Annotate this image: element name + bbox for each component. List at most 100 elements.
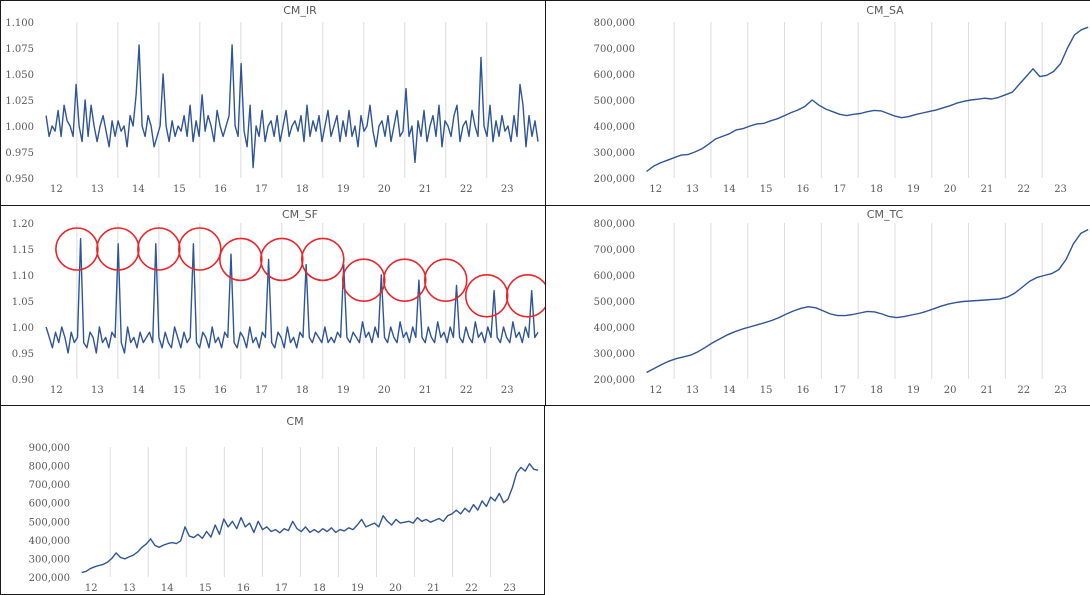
cm-tc-ytick-600-000: 600,000	[594, 271, 635, 282]
cm-sf-ytick-0-90: 0.90	[12, 375, 34, 386]
cm-sf-peak-circle-10	[423, 258, 468, 302]
cm-xtick-14: 14	[161, 583, 174, 594]
cm-tc-xtick-13: 13	[686, 385, 699, 396]
cm-sf-xtick-13: 13	[91, 385, 104, 396]
cm-sf-title: CM_SF	[282, 208, 318, 221]
cm-ir-ytick-1-075: 1.075	[5, 44, 34, 55]
cm-ir-xtick-23: 23	[501, 184, 514, 195]
cm-ytick-300-000: 300,000	[29, 554, 70, 565]
cm-ir-xtick-13: 13	[91, 184, 104, 195]
chart-cm-sf: CM_SF 0.90 0.95 1.00 1.05 1.10 1.15 1.20 12 13 14 1…	[0, 205, 545, 405]
cm-sf-peak-circle-8	[341, 258, 386, 302]
cm-sa-ytick-700-000: 700,000	[594, 44, 635, 55]
cm-tc-xtick-23: 23	[1054, 385, 1067, 396]
cm-sf-series-line-1	[45, 237, 539, 354]
chart-cm: CM 200,000 300,000 400,000 500,000 600,000 700…	[0, 405, 545, 595]
cm-sa-ytick-400-000: 400,000	[594, 122, 635, 133]
cm-sa-xtick-20: 20	[944, 184, 957, 195]
cm-xtick-19: 19	[351, 583, 364, 594]
cm-sf-xtick-14: 14	[132, 385, 145, 396]
cm-ytick-200-000: 200,000	[29, 573, 70, 584]
cm-ir-ytick-0-950: 0.950	[5, 174, 34, 185]
cm-sa-ytick-800-000: 800,000	[594, 18, 635, 29]
panel-border-right-cm	[544, 405, 545, 595]
cm-xtick-12: 12	[85, 583, 98, 594]
cm-sa-xtick-21: 21	[981, 184, 994, 195]
cm-xtick-13: 13	[123, 583, 136, 594]
cm-tc-ytick-700-000: 700,000	[594, 245, 635, 256]
cm-sa-xtick-13: 13	[686, 184, 699, 195]
chart-cm-sa: CM_SA 200,000 300,000 400,000 500,000 600,000…	[545, 0, 1090, 205]
cm-ir-xtick-21: 21	[419, 184, 432, 195]
cm-ir-ytick-1-100: 1.100	[5, 18, 34, 29]
cm-ir-ytick-1-025: 1.025	[5, 96, 34, 107]
cm-sf-ytick-1-20: 1.20	[12, 219, 34, 230]
cm-sf-peak-circle-2	[96, 227, 140, 271]
cm-tc-xtick-20: 20	[944, 385, 957, 396]
cm-sf-xtick-17: 17	[255, 385, 268, 396]
cm-ir-xtick-16: 16	[214, 184, 227, 195]
cm-sa-xtick-15: 15	[760, 184, 773, 195]
cm-sf-xtick-23: 23	[501, 385, 514, 396]
cm-tc-ytick-400-000: 400,000	[594, 323, 635, 334]
cm-sf-ytick-1-10: 1.10	[12, 271, 34, 282]
cm-ir-xtick-20: 20	[378, 184, 391, 195]
cm-sf-peak-circle-3	[137, 227, 181, 271]
cm-tc-ytick-800-000: 800,000	[594, 219, 635, 230]
cm-sf-xtick-22: 22	[460, 385, 473, 396]
cm-sf-xtick-20: 20	[378, 385, 391, 396]
cm-tc-xtick-17: 17	[833, 385, 846, 396]
cm-tc-xtick-19: 19	[907, 385, 920, 396]
cm-ir-xtick-18: 18	[296, 184, 309, 195]
cm-sa-xtick-18: 18	[870, 184, 883, 195]
cm-ir-ytick-1-050: 1.050	[5, 70, 34, 81]
cm-tc-xtick-18: 18	[870, 385, 883, 396]
panel-border-divider-1	[0, 205, 1090, 206]
cm-tc-xtick-15: 15	[760, 385, 773, 396]
cm-sf-peak-circle-12	[505, 274, 545, 318]
cm-xtick-23: 23	[503, 583, 516, 594]
cm-sa-xtick-22: 22	[1017, 184, 1030, 195]
cm-sf-ytick-1-05: 1.05	[12, 297, 34, 308]
cm-ytick-900-000: 900,000	[29, 443, 70, 454]
cm-sa-ytick-200-000: 200,000	[594, 174, 635, 185]
chart-cm-ir: CM_IR 0.950 0.975 1.000 1.025 1.050 1.075 1.100…	[0, 0, 545, 205]
cm-ir-ytick-0-975: 0.975	[5, 148, 34, 159]
cm-sa-ytick-600-000: 600,000	[594, 70, 635, 81]
cm-ytick-800-000: 800,000	[29, 462, 70, 473]
cm-sa-ytick-500-000: 500,000	[594, 96, 635, 107]
cm-tc-series-line-1	[646, 228, 1089, 374]
cm-sa-xtick-14: 14	[723, 184, 736, 195]
panel-border-divider-2	[0, 405, 1090, 406]
cm-ytick-700-000: 700,000	[29, 480, 70, 491]
cm-ytick-400-000: 400,000	[29, 536, 70, 547]
cm-title: CM	[286, 415, 303, 428]
cm-sf-peak-circle-6	[260, 237, 304, 282]
cm-ir-xtick-15: 15	[173, 184, 186, 195]
panel-border-divider-vertical	[545, 0, 546, 405]
cm-sf-ytick-0-95: 0.95	[12, 349, 34, 360]
cm-ir-title: CM_IR	[283, 4, 317, 17]
cm-sa-series-line-1	[646, 26, 1089, 173]
cm-sa-xtick-23: 23	[1054, 184, 1067, 195]
chart-cm-tc-svg: CM_TC 200,000 300,000 400,000 500,000 600,000…	[594, 208, 1089, 396]
cm-xtick-17: 17	[275, 583, 288, 594]
cm-sf-ytick-1-00: 1.00	[12, 323, 34, 334]
cm-sf-xtick-15: 15	[173, 385, 186, 396]
cm-ir-xtick-22: 22	[460, 184, 473, 195]
cm-ir-xtick-17: 17	[255, 184, 268, 195]
cm-sa-xtick-16: 16	[797, 184, 810, 195]
cm-tc-title: CM_TC	[867, 208, 904, 221]
cm-tc-xtick-22: 22	[1017, 385, 1030, 396]
panel-border-left	[0, 0, 1, 595]
cm-sa-title: CM_SA	[866, 4, 904, 17]
cm-xtick-15: 15	[199, 583, 212, 594]
cm-xtick-21: 21	[427, 583, 440, 594]
chart-cm-svg: CM 200,000 300,000 400,000 500,000 600,000 700…	[29, 415, 539, 594]
cm-sf-xtick-21: 21	[419, 385, 432, 396]
cm-sa-xtick-12: 12	[649, 184, 662, 195]
chart-cm-sa-svg: CM_SA 200,000 300,000 400,000 500,000 600,000…	[594, 4, 1089, 195]
cm-ir-series-line-1	[45, 44, 539, 169]
cm-sa-xtick-17: 17	[833, 184, 846, 195]
cm-tc-ytick-500-000: 500,000	[594, 297, 635, 308]
